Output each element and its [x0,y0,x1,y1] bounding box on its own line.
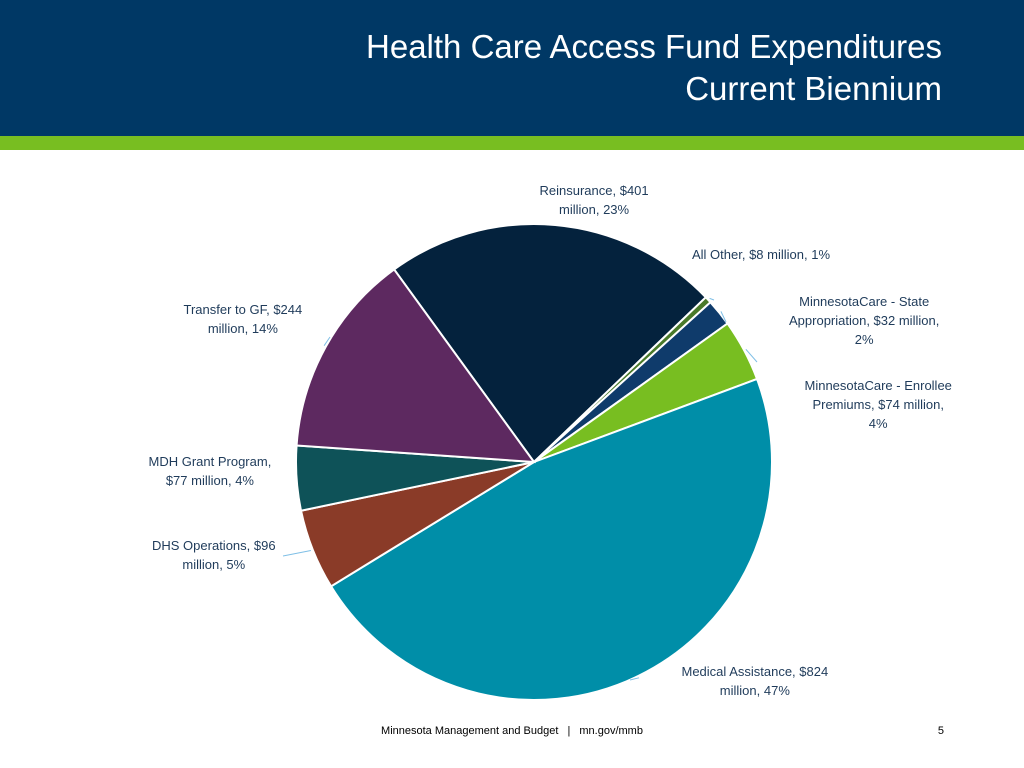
data-label-line: Transfer to GF, $244 [183,302,303,317]
data-label-line: million, 23% [559,202,630,217]
pie-slice-transfer-to-gf [295,268,537,464]
data-label-dhs-operations: DHS Operations, $96 million, 5% [152,536,276,574]
data-label-line: 2% [854,332,874,347]
pie-slice-reinsurance [392,223,708,464]
data-label-line: million, 5% [182,557,246,572]
leader-line [709,297,715,301]
data-label-mdh-grant-program: MDH Grant Program, $77 million, 4% [149,452,272,490]
data-label-line: million, 14% [207,321,278,336]
data-label-line: Appropriation, $32 million, [789,313,940,328]
footer-separator: | [567,725,571,737]
leader-line [745,348,758,363]
data-label-line: MinnesotaCare - Enrollee [804,378,952,393]
footer-url[interactable]: mn.gov/mmb [579,725,643,737]
title-banner: Health Care Access Fund Expenditures Cur… [0,0,1024,136]
accent-stripe [0,136,1024,150]
pie-slice-medical-assistance [329,377,773,702]
leader-line [629,677,640,681]
data-label-line: Reinsurance, $401 [539,183,649,198]
data-label-line: DHS Operations, $96 [152,538,276,553]
page-number: 5 [937,725,944,737]
data-label-all-other: All Other, $8 million, 1% [692,245,830,264]
data-label-line: 4% [868,416,888,431]
data-label-line: Premiums, $74 million, [812,397,944,412]
data-label-transfer-to-gf: Transfer to GF, $244 million, 14% [184,300,303,338]
slide-title-line-2: Current Biennium [685,70,942,107]
data-label-minnesotacare-state-appropriation: MinnesotaCare - State Appropriation, $32 … [789,292,939,349]
leader-line [720,311,727,323]
footer-org: Minnesota Management and Budget [381,725,559,737]
data-label-medical-assistance: Medical Assistance, $824 million, 47% [682,662,829,700]
data-label-line: million, 47% [719,683,790,698]
slide-title-line-1: Health Care Access Fund Expenditures [366,28,942,65]
data-label-reinsurance: Reinsurance, $401 million, 23% [540,181,649,219]
data-label-minnesotacare-enrollee-premiums: MinnesotaCare - Enrollee Premiums, $74 mi… [805,376,952,433]
data-label-line: $77 million, 4% [165,473,254,488]
data-label-line: All Other, $8 million, 1% [692,247,831,262]
data-label-line: MDH Grant Program, [148,454,272,469]
leader-line [282,550,311,557]
footer: Minnesota Management and Budget | mn.gov… [0,725,1024,737]
data-label-line: Medical Assistance, $824 [681,664,829,679]
slide-title: Health Care Access Fund Expenditures Cur… [366,26,942,110]
leader-line [323,336,331,346]
data-label-line: MinnesotaCare - State [799,294,930,309]
